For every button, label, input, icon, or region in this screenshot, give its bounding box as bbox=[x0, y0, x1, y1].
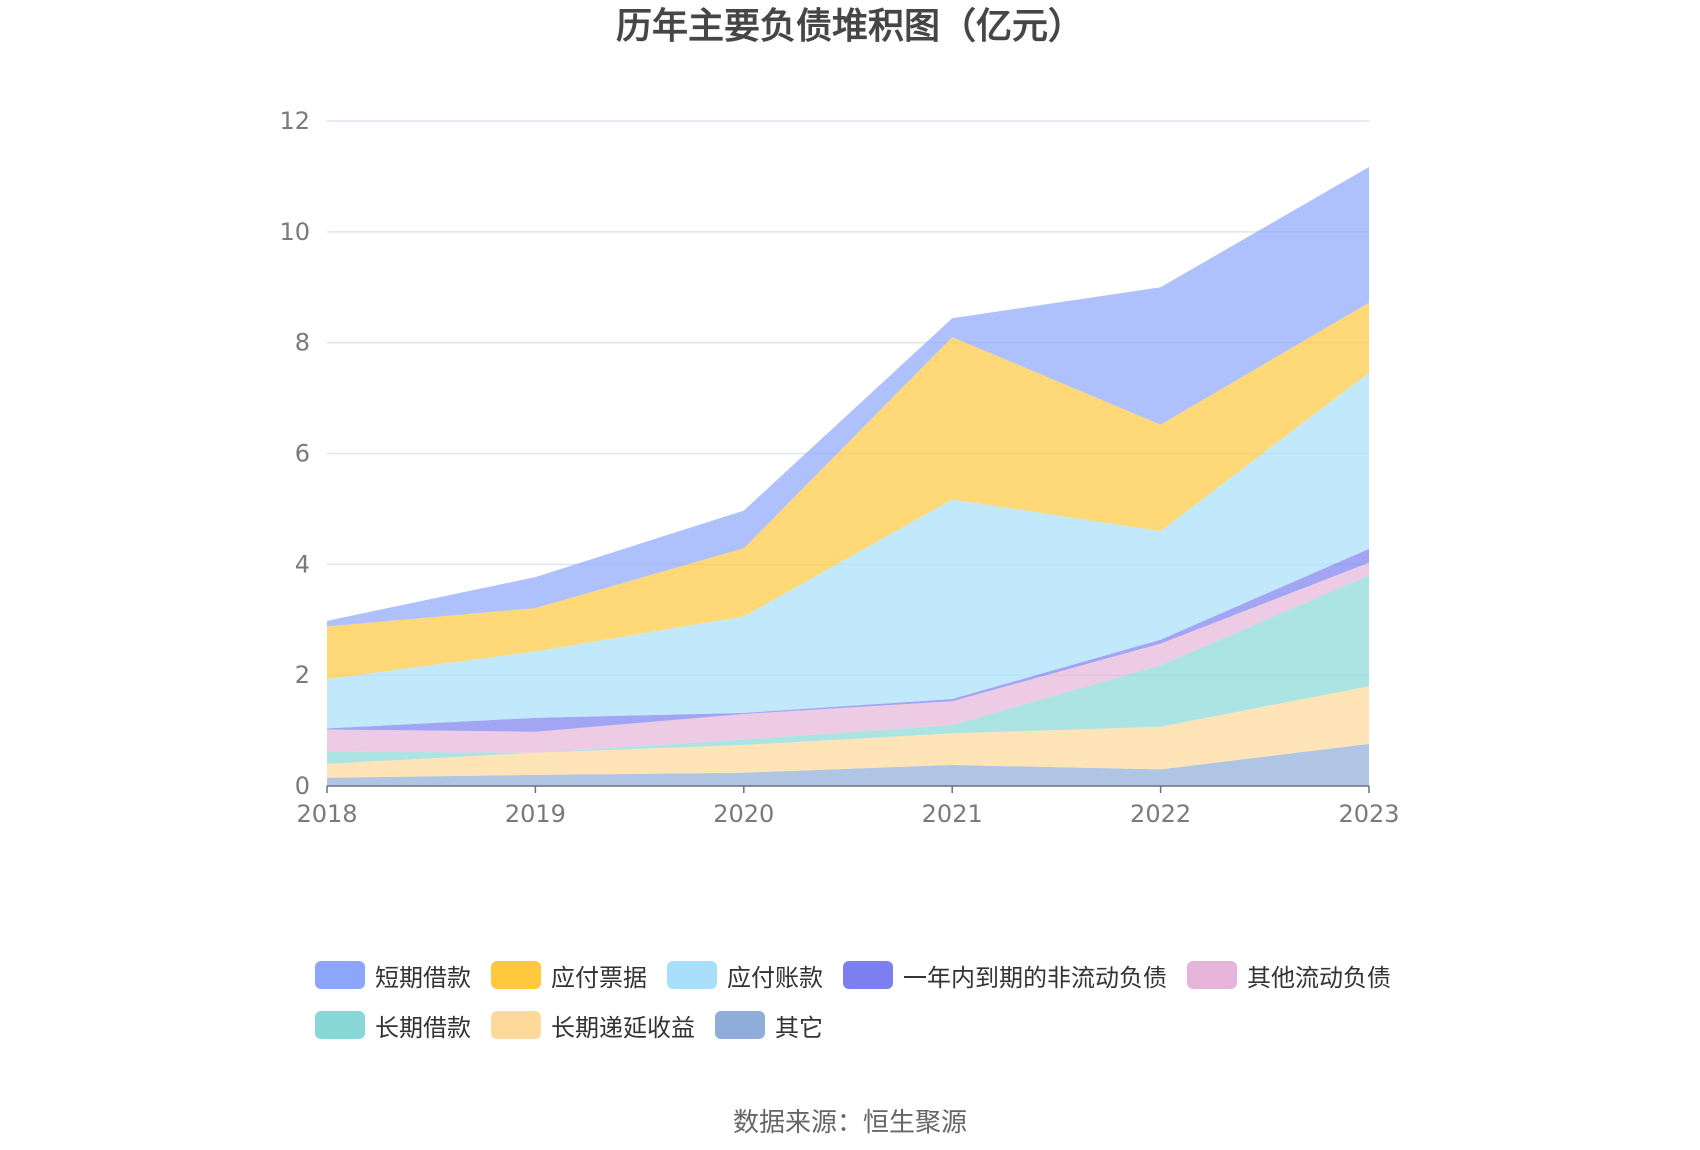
legend-label: 长期借款 bbox=[375, 1013, 471, 1042]
y-tick-label: 0 bbox=[295, 772, 310, 800]
y-tick-label: 2 bbox=[295, 661, 310, 689]
x-tick-label: 2020 bbox=[713, 800, 774, 828]
legend-label: 短期借款 bbox=[375, 963, 471, 992]
legend-item[interactable]: 长期借款 bbox=[315, 1008, 471, 1043]
legend-label: 其它 bbox=[775, 1013, 823, 1042]
x-tick-label: 2023 bbox=[1338, 800, 1399, 828]
legend: 短期借款 应付票据 应付账款 一年内到期的非流动负债 其他流动负债长期借款 长期递延收益 其… bbox=[315, 950, 1415, 1050]
legend-item[interactable]: 一年内到期的非流动负债 bbox=[843, 958, 1167, 993]
area-series-3 bbox=[327, 562, 1369, 753]
y-tick-label: 8 bbox=[295, 329, 310, 357]
x-tick-label: 2022 bbox=[1130, 800, 1191, 828]
legend-swatch bbox=[843, 961, 893, 989]
stacked-area-chart: 0 2 4 6 8 10 12 2018 2019 2020 2021 2022 2023 bbox=[279, 107, 1399, 828]
legend-label: 长期递延收益 bbox=[551, 1013, 695, 1042]
legend-swatch bbox=[1187, 961, 1237, 989]
y-tick-label: 10 bbox=[279, 218, 310, 246]
legend-swatch bbox=[315, 961, 365, 989]
legend-label: 应付账款 bbox=[727, 963, 823, 992]
legend-label: 一年内到期的非流动负债 bbox=[903, 963, 1167, 992]
legend-label: 应付票据 bbox=[551, 963, 647, 992]
data-source-note: 数据来源：恒生聚源 bbox=[732, 1108, 967, 1138]
legend-row: 短期借款 应付票据 应付账款 一年内到期的非流动负债 其他流动负债 bbox=[315, 950, 1415, 1000]
chart-title: 历年主要负债堆积图（亿元） bbox=[615, 6, 1084, 47]
area-series-layer bbox=[327, 167, 1369, 786]
legend-swatch bbox=[491, 1011, 541, 1039]
area-series-5 bbox=[327, 372, 1369, 729]
axes: 0 2 4 6 8 10 12 2018 2019 2020 2021 2022 2023 bbox=[279, 107, 1399, 828]
legend-label: 其他流动负债 bbox=[1247, 963, 1391, 992]
x-tick-label: 2021 bbox=[922, 800, 983, 828]
legend-swatch bbox=[715, 1011, 765, 1039]
legend-item[interactable]: 其他流动负债 bbox=[1187, 958, 1391, 993]
y-tick-label: 4 bbox=[295, 550, 310, 578]
x-tick-label: 2019 bbox=[505, 800, 566, 828]
area-series-7 bbox=[327, 167, 1369, 627]
area-series-1 bbox=[327, 686, 1369, 778]
x-tick-label: 2018 bbox=[296, 800, 357, 828]
y-tick-label: 12 bbox=[279, 107, 310, 135]
legend-item[interactable]: 应付票据 bbox=[491, 958, 647, 993]
legend-item[interactable]: 应付账款 bbox=[667, 958, 823, 993]
area-series-4 bbox=[327, 548, 1369, 732]
legend-item[interactable]: 短期借款 bbox=[315, 958, 471, 993]
legend-item[interactable]: 其它 bbox=[715, 1008, 823, 1043]
legend-swatch bbox=[491, 961, 541, 989]
legend-item[interactable]: 长期递延收益 bbox=[491, 1008, 695, 1043]
legend-swatch bbox=[315, 1011, 365, 1039]
legend-row: 长期借款 长期递延收益 其它 bbox=[315, 1000, 1415, 1050]
legend-swatch bbox=[667, 961, 717, 989]
area-series-2 bbox=[327, 575, 1369, 764]
area-series-6 bbox=[327, 302, 1369, 680]
area-series-0 bbox=[327, 743, 1369, 786]
y-tick-label: 6 bbox=[295, 440, 310, 468]
